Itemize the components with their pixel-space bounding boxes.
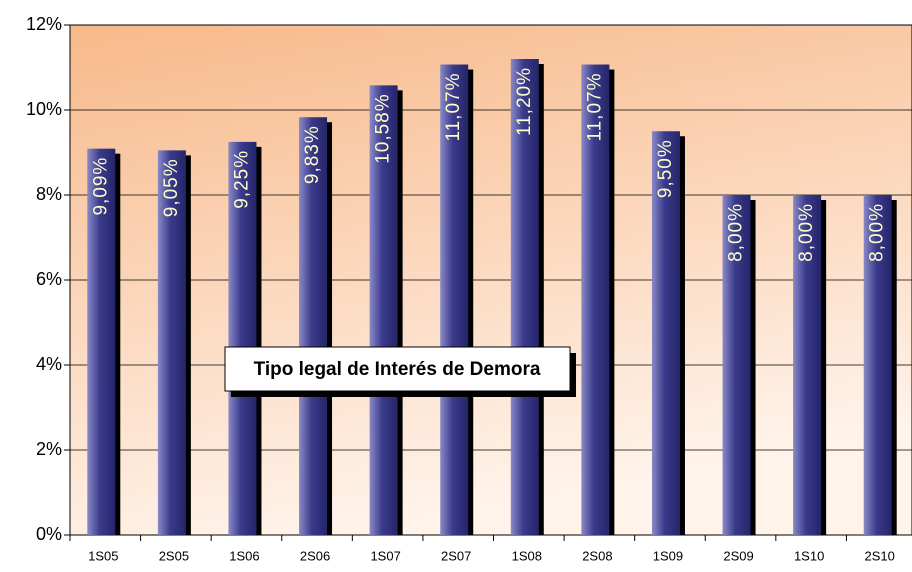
chart-title: Tipo legal de Interés de Demora xyxy=(254,359,541,380)
x-tick-label: 1S10 xyxy=(794,548,824,563)
bar xyxy=(87,148,116,536)
value-label: 8,00% xyxy=(867,203,888,262)
x-tick-label: 2S10 xyxy=(865,548,895,563)
value-label: 9,50% xyxy=(655,139,676,198)
x-tick-label: 2S07 xyxy=(441,548,471,563)
bar xyxy=(722,195,751,535)
x-tick-label: 1S05 xyxy=(88,548,118,563)
value-label: 9,05% xyxy=(161,158,182,217)
bar xyxy=(228,141,257,535)
x-tick-label: 1S06 xyxy=(229,548,259,563)
value-label: 9,83% xyxy=(302,125,323,184)
y-tick-label: 12% xyxy=(26,14,62,34)
bar xyxy=(299,117,328,535)
title-box xyxy=(224,346,571,392)
bar xyxy=(369,85,398,535)
bar xyxy=(157,150,186,535)
y-tick-label: 10% xyxy=(26,99,62,119)
value-label: 9,09% xyxy=(90,157,111,216)
value-label: 11,20% xyxy=(514,67,535,136)
y-tick-label: 6% xyxy=(36,269,62,289)
y-tick-label: 0% xyxy=(36,524,62,544)
x-tick-label: 2S06 xyxy=(300,548,330,563)
x-tick-label: 1S07 xyxy=(370,548,400,563)
bar xyxy=(440,64,469,536)
x-tick-label: 2S09 xyxy=(723,548,753,563)
bar xyxy=(651,131,680,535)
x-tick-label: 1S08 xyxy=(512,548,542,563)
bar xyxy=(581,64,610,536)
value-label: 8,00% xyxy=(796,203,817,262)
value-label: 8,00% xyxy=(726,203,747,262)
x-tick-label: 1S09 xyxy=(653,548,683,563)
value-label: 9,25% xyxy=(231,150,252,209)
value-label: 10,58% xyxy=(373,93,394,163)
x-tick-label: 2S08 xyxy=(582,548,612,563)
y-tick-label: 4% xyxy=(36,354,62,374)
y-tick-label: 2% xyxy=(36,439,62,459)
y-tick-label: 8% xyxy=(36,184,62,204)
x-tick-label: 2S05 xyxy=(159,548,189,563)
bar xyxy=(793,195,822,535)
value-label: 11,07% xyxy=(443,73,464,142)
bar xyxy=(510,59,539,535)
bar xyxy=(863,195,892,535)
value-label: 11,07% xyxy=(584,73,605,142)
